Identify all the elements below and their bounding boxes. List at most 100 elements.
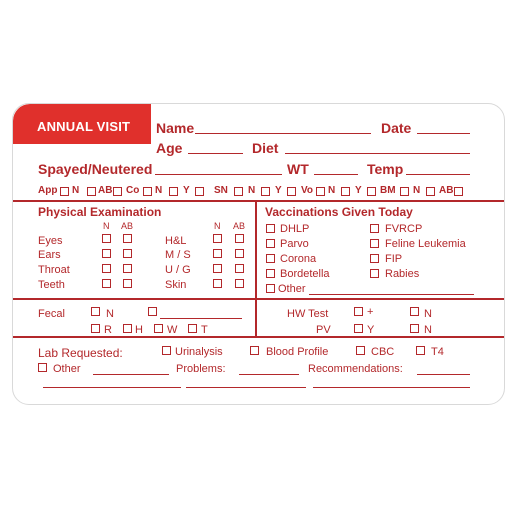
pe-ears-n-checkbox[interactable] [102, 249, 111, 258]
pe-hl-n-checkbox[interactable] [213, 234, 222, 243]
co-y-checkbox[interactable] [195, 187, 204, 196]
bm-box[interactable] [400, 187, 409, 196]
annual-visit-label: ANNUAL VISIT Name Date Age Diet Spayed/N… [12, 103, 505, 405]
age-field[interactable] [188, 153, 243, 154]
co-n-checkbox[interactable] [169, 187, 178, 196]
date-field[interactable] [417, 133, 470, 134]
pe-throat-n-checkbox[interactable] [102, 264, 111, 273]
pe-hl-ab-checkbox[interactable] [235, 234, 244, 243]
hw-test-label: HW Test [287, 308, 329, 320]
pe-teeth-n-checkbox[interactable] [102, 279, 111, 288]
pe-eyes-n-checkbox[interactable] [102, 234, 111, 243]
sn-y-checkbox[interactable] [287, 187, 296, 196]
notes-line-2[interactable] [186, 387, 306, 388]
vac-parvo-checkbox[interactable] [266, 239, 275, 248]
pe-ms-ab-checkbox[interactable] [235, 249, 244, 258]
vac-corona-label: Corona [280, 253, 317, 265]
temp-label: Temp [367, 161, 404, 177]
fecal-other-field[interactable] [160, 318, 242, 319]
pv-n-checkbox[interactable] [410, 324, 419, 333]
lab-blood-profile-label: Blood Profile [266, 346, 329, 358]
fecal-t-checkbox[interactable] [188, 324, 197, 333]
vac-fvrcp-checkbox[interactable] [370, 224, 379, 233]
hw-plus-checkbox[interactable] [354, 307, 363, 316]
diet-field[interactable] [285, 153, 470, 154]
pe-teeth-label: Teeth [38, 279, 65, 291]
vac-bordetella-checkbox[interactable] [266, 269, 275, 278]
recommendations-label: Recommendations: [308, 363, 403, 375]
pe-skin-ab-checkbox[interactable] [235, 279, 244, 288]
problems-label: Problems: [176, 363, 226, 375]
notes-line-3[interactable] [313, 387, 470, 388]
pe-ms-label: M / S [165, 249, 191, 261]
temp-field[interactable] [406, 174, 470, 175]
pe-skin-n-checkbox[interactable] [213, 279, 222, 288]
fecal-other-checkbox[interactable] [148, 307, 157, 316]
fecal-n-checkbox[interactable] [91, 307, 100, 316]
lab-urinalysis-checkbox[interactable] [162, 346, 171, 355]
bm-ab-checkbox[interactable] [454, 187, 463, 196]
wt-label: WT [287, 161, 309, 177]
sn-label: SN [214, 185, 228, 196]
vac-felv-label: Feline Leukemia [385, 238, 466, 250]
fecal-r-checkbox[interactable] [91, 324, 100, 333]
vac-other-checkbox[interactable] [266, 284, 275, 293]
vac-felv-checkbox[interactable] [370, 239, 379, 248]
pe-ms-n-checkbox[interactable] [213, 249, 222, 258]
hw-n-label: N [424, 308, 432, 320]
fecal-h-checkbox[interactable] [123, 324, 132, 333]
lab-other-field[interactable] [93, 374, 169, 375]
pe-teeth-ab-checkbox[interactable] [123, 279, 132, 288]
pe-eyes-ab-checkbox[interactable] [123, 234, 132, 243]
app-ab-box[interactable] [113, 187, 122, 196]
app-ab-checkbox[interactable] [87, 187, 96, 196]
fecal-r-label: R [104, 324, 112, 336]
pe-throat-ab-checkbox[interactable] [123, 264, 132, 273]
lab-blood-profile-checkbox[interactable] [250, 346, 259, 355]
notes-line-1[interactable] [43, 387, 181, 388]
vac-fip-checkbox[interactable] [370, 254, 379, 263]
spayed-field[interactable] [155, 174, 282, 175]
banner-title: ANNUAL VISIT [37, 119, 131, 134]
pv-label: PV [316, 324, 331, 336]
vac-corona-checkbox[interactable] [266, 254, 275, 263]
vac-dhlp-label: DHLP [280, 223, 310, 235]
vac-dhlp-checkbox[interactable] [266, 224, 275, 233]
name-field[interactable] [195, 133, 371, 134]
pe-ug-n-checkbox[interactable] [213, 264, 222, 273]
vo-box[interactable] [316, 187, 325, 196]
sn-n-checkbox[interactable] [261, 187, 270, 196]
lab-cbc-checkbox[interactable] [356, 346, 365, 355]
physical-exam-title: Physical Examination [38, 205, 162, 219]
vac-parvo-label: Parvo [280, 238, 309, 250]
divider-middle [13, 298, 504, 300]
fecal-t-label: T [201, 324, 208, 336]
wt-field[interactable] [314, 174, 358, 175]
problems-field[interactable] [239, 374, 299, 375]
pe-ears-ab-checkbox[interactable] [123, 249, 132, 258]
vo-y-checkbox[interactable] [367, 187, 376, 196]
vac-other-field[interactable] [309, 294, 474, 295]
app-n-checkbox[interactable] [60, 187, 69, 196]
pe-ears-label: Ears [38, 249, 61, 261]
co-box[interactable] [143, 187, 152, 196]
co-y-label: Y [183, 185, 190, 196]
lab-cbc-label: CBC [371, 346, 395, 358]
vac-other-label: Other [278, 283, 306, 295]
pe-col-n-left: N [103, 221, 110, 231]
vac-bordetella-label: Bordetella [280, 268, 330, 280]
fecal-h-label: H [135, 324, 143, 336]
pe-ug-ab-checkbox[interactable] [235, 264, 244, 273]
sn-box[interactable] [234, 187, 243, 196]
pv-y-checkbox[interactable] [354, 324, 363, 333]
lab-other-checkbox[interactable] [38, 363, 47, 372]
recommendations-field[interactable] [417, 374, 470, 375]
spayed-label: Spayed/Neutered [38, 161, 153, 177]
vo-n-checkbox[interactable] [341, 187, 350, 196]
lab-other-label: Other [53, 363, 81, 375]
lab-t4-checkbox[interactable] [416, 346, 425, 355]
hw-n-checkbox[interactable] [410, 307, 419, 316]
fecal-w-checkbox[interactable] [154, 324, 163, 333]
bm-n-checkbox[interactable] [426, 187, 435, 196]
vac-rabies-checkbox[interactable] [370, 269, 379, 278]
